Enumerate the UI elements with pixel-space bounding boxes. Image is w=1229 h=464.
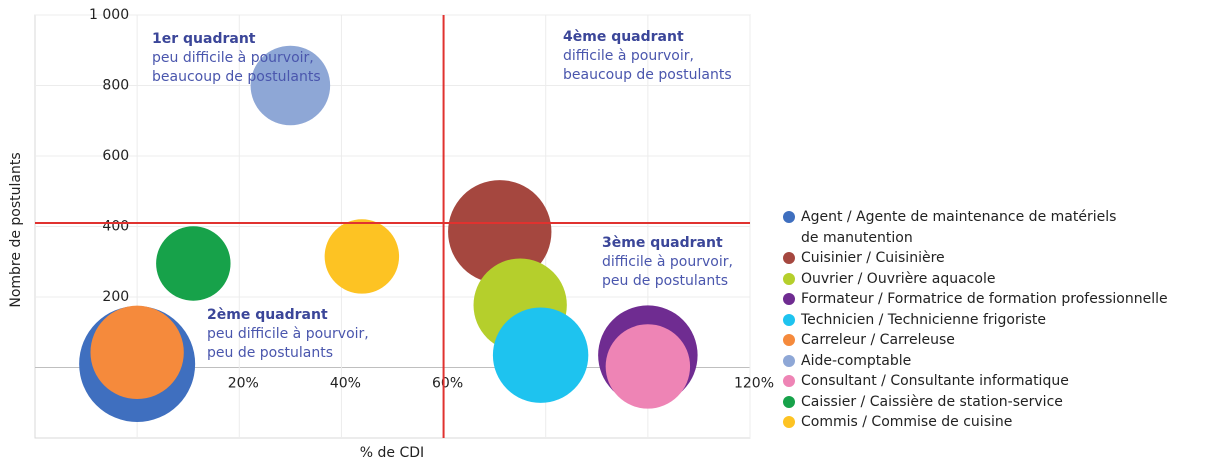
bubble <box>250 45 331 126</box>
annotation-text: peu de postulants <box>602 273 728 289</box>
legend-item: Formateur / Formatrice de formation prof… <box>783 289 1168 310</box>
legend-label: Commis / Commise de cuisine <box>801 414 1013 430</box>
annotation-text: difficile à pourvoir, <box>602 254 733 270</box>
y-tick-label: 800 <box>102 78 129 94</box>
legend-item: Caissier / Caissière de station-service <box>783 392 1168 413</box>
annotation-title: 2ème quadrant <box>207 307 328 323</box>
x-axis-title: % de CDI <box>360 445 424 461</box>
legend-marker <box>783 272 795 285</box>
legend-label: Agent / Agente de maintenance de matérie… <box>801 209 1117 246</box>
bubble <box>605 324 691 409</box>
x-tick-label: 40% <box>330 376 361 392</box>
x-tick-label: 20% <box>228 376 259 392</box>
legend-item: Carreleur / Carreleuse <box>783 330 1168 351</box>
bubble <box>90 305 184 399</box>
y-tick-label: 400 <box>102 219 129 235</box>
legend-marker <box>783 293 795 305</box>
legend-label: Formateur / Formatrice de formation prof… <box>801 291 1168 307</box>
legend-label: Aide-comptable <box>801 352 912 369</box>
legend-label: Caissier / Caissière de station-service <box>801 393 1063 410</box>
legend-marker <box>783 395 795 408</box>
annotation-title: 3ème quadrant <box>602 235 723 251</box>
annotation-title: 4ème quadrant <box>563 29 684 45</box>
y-axis-title: Nombre de postulants <box>8 152 24 307</box>
bubble <box>448 180 552 284</box>
legend-marker <box>783 354 795 367</box>
legend-item: Cuisinier / Cuisinière <box>783 248 1168 269</box>
annotation-text: peu de postulants <box>207 345 333 361</box>
legend-item: Consultant / Consultante informatique <box>783 371 1168 392</box>
legend-item: Aide-comptable <box>783 351 1168 372</box>
bubble <box>156 226 231 301</box>
x-tick-label: 60% <box>432 376 463 392</box>
annotation-text: peu difficile à pourvoir, <box>152 50 314 66</box>
y-tick-label: 200 <box>102 289 129 305</box>
legend-marker <box>783 211 795 223</box>
legend-item: Commis / Commise de cuisine <box>783 412 1168 433</box>
legend-label: Ouvrier / Ouvrière aquacole <box>801 270 996 287</box>
legend-label: Cuisinier / Cuisinière <box>801 250 945 266</box>
bubble <box>492 307 589 403</box>
x-tick-label: 120% <box>734 376 774 392</box>
annotation-text: difficile à pourvoir, <box>563 48 694 64</box>
bubble <box>324 219 400 294</box>
legend-label: Technicien / Technicienne frigoriste <box>801 311 1047 328</box>
legend-marker <box>783 416 795 428</box>
annotation-title: 1er quadrant <box>152 31 256 47</box>
legend-marker <box>783 252 795 264</box>
legend-marker <box>783 313 795 326</box>
legend-label: Carreleur / Carreleuse <box>801 332 955 348</box>
legend-item: Ouvrier / Ouvrière aquacole <box>783 269 1168 290</box>
y-tick-label: 600 <box>102 148 129 164</box>
legend-marker <box>783 334 795 346</box>
legend-label: Consultant / Consultante informatique <box>801 373 1069 389</box>
legend-marker <box>783 375 795 387</box>
y-tick-label: 1 000 <box>89 7 129 23</box>
legend-item: Agent / Agente de maintenance de matérie… <box>783 207 1168 248</box>
annotation-text: beaucoup de postulants <box>152 69 321 85</box>
legend: Agent / Agente de maintenance de matérie… <box>783 207 1168 433</box>
legend-item: Technicien / Technicienne frigoriste <box>783 310 1168 331</box>
annotation-text: peu difficile à pourvoir, <box>207 326 369 342</box>
annotation-text: beaucoup de postulants <box>563 67 732 83</box>
